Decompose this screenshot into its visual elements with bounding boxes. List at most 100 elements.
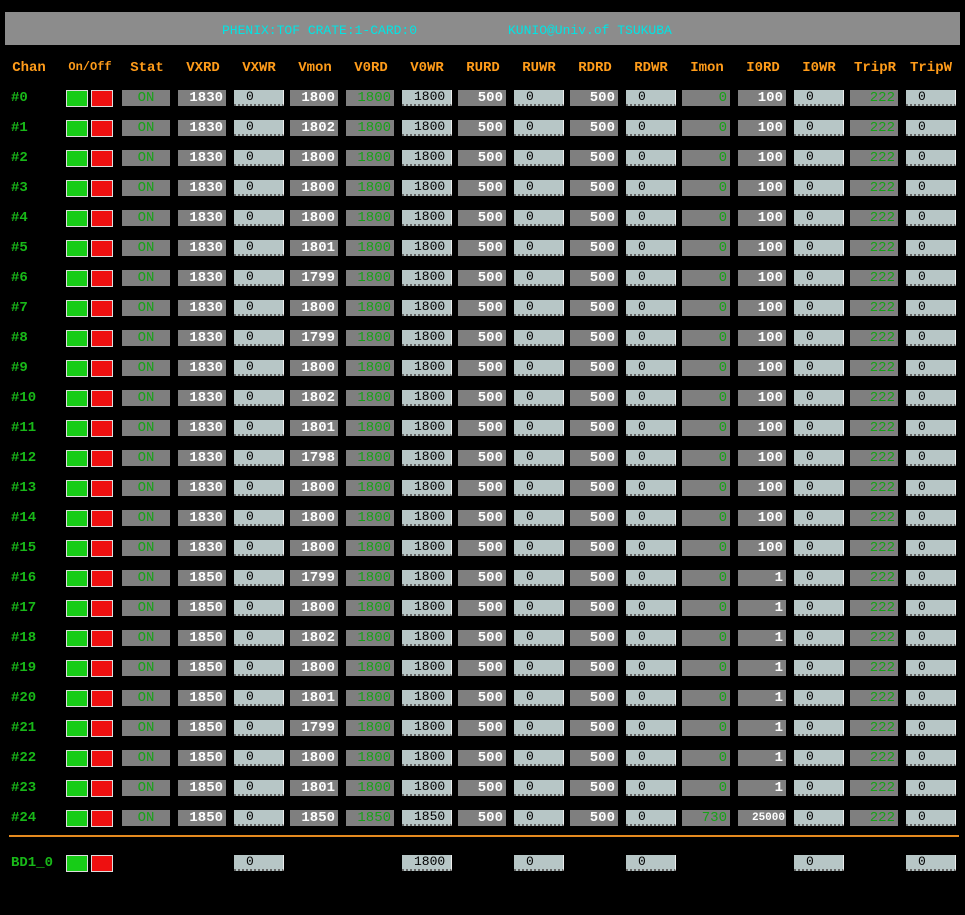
setpoint-field[interactable]: 1800: [402, 600, 452, 616]
setpoint-field[interactable]: 1800: [402, 780, 452, 796]
channel-off-button[interactable]: [91, 720, 113, 737]
setpoint-field[interactable]: 0: [906, 420, 956, 436]
channel-on-button[interactable]: [66, 90, 88, 107]
setpoint-field[interactable]: 0: [234, 600, 284, 616]
setpoint-field[interactable]: 0: [234, 660, 284, 676]
setpoint-field[interactable]: 0: [234, 390, 284, 406]
setpoint-field[interactable]: 0: [794, 600, 844, 616]
setpoint-field[interactable]: 0: [234, 480, 284, 496]
setpoint-field[interactable]: 0: [514, 210, 564, 226]
setpoint-field[interactable]: 1800: [402, 690, 452, 706]
setpoint-field[interactable]: 0: [626, 330, 676, 346]
setpoint-field[interactable]: 0: [794, 540, 844, 556]
setpoint-field[interactable]: 0: [514, 750, 564, 766]
setpoint-field[interactable]: 0: [626, 690, 676, 706]
channel-on-button[interactable]: [66, 210, 88, 227]
setpoint-field[interactable]: 0: [906, 180, 956, 196]
setpoint-field[interactable]: 0: [794, 720, 844, 736]
channel-on-button[interactable]: [66, 630, 88, 647]
setpoint-field[interactable]: 0: [794, 570, 844, 586]
setpoint-field[interactable]: 0: [794, 750, 844, 766]
setpoint-field[interactable]: 0: [234, 450, 284, 466]
setpoint-field[interactable]: 0: [906, 690, 956, 706]
channel-on-button[interactable]: [66, 450, 88, 467]
setpoint-field[interactable]: 0: [234, 360, 284, 376]
channel-off-button[interactable]: [91, 90, 113, 107]
board-setpoint-field[interactable]: 1800: [402, 855, 452, 871]
setpoint-field[interactable]: 0: [906, 150, 956, 166]
setpoint-field[interactable]: 1800: [402, 480, 452, 496]
channel-off-button[interactable]: [91, 570, 113, 587]
setpoint-field[interactable]: 1800: [402, 750, 452, 766]
setpoint-field[interactable]: 0: [626, 810, 676, 826]
channel-off-button[interactable]: [91, 660, 113, 677]
setpoint-field[interactable]: 1800: [402, 90, 452, 106]
channel-off-button[interactable]: [91, 300, 113, 317]
setpoint-field[interactable]: 0: [514, 360, 564, 376]
setpoint-field[interactable]: 1800: [402, 120, 452, 136]
setpoint-field[interactable]: 0: [626, 720, 676, 736]
setpoint-field[interactable]: 1800: [402, 300, 452, 316]
setpoint-field[interactable]: 1800: [402, 150, 452, 166]
setpoint-field[interactable]: 0: [906, 750, 956, 766]
channel-on-button[interactable]: [66, 180, 88, 197]
setpoint-field[interactable]: 0: [626, 270, 676, 286]
channel-on-button[interactable]: [66, 420, 88, 437]
setpoint-field[interactable]: 0: [234, 210, 284, 226]
setpoint-field[interactable]: 0: [234, 750, 284, 766]
channel-off-button[interactable]: [91, 150, 113, 167]
setpoint-field[interactable]: 1800: [402, 270, 452, 286]
channel-off-button[interactable]: [91, 510, 113, 527]
setpoint-field[interactable]: 0: [626, 780, 676, 796]
channel-on-button[interactable]: [66, 600, 88, 617]
channel-on-button[interactable]: [66, 480, 88, 497]
board-setpoint-field[interactable]: 0: [514, 855, 564, 871]
setpoint-field[interactable]: 0: [234, 330, 284, 346]
channel-off-button[interactable]: [91, 480, 113, 497]
setpoint-field[interactable]: 0: [514, 300, 564, 316]
setpoint-field[interactable]: 0: [514, 810, 564, 826]
channel-on-button[interactable]: [66, 690, 88, 707]
channel-off-button[interactable]: [91, 780, 113, 797]
setpoint-field[interactable]: 0: [906, 120, 956, 136]
setpoint-field[interactable]: 0: [794, 330, 844, 346]
setpoint-field[interactable]: 0: [234, 90, 284, 106]
setpoint-field[interactable]: 0: [514, 150, 564, 166]
setpoint-field[interactable]: 0: [794, 90, 844, 106]
setpoint-field[interactable]: 0: [906, 270, 956, 286]
channel-off-button[interactable]: [91, 390, 113, 407]
setpoint-field[interactable]: 0: [514, 330, 564, 346]
channel-on-button[interactable]: [66, 660, 88, 677]
channel-on-button[interactable]: [66, 750, 88, 767]
setpoint-field[interactable]: 0: [906, 780, 956, 796]
setpoint-field[interactable]: 0: [794, 480, 844, 496]
board-setpoint-field[interactable]: 0: [794, 855, 844, 871]
setpoint-field[interactable]: 1850: [402, 810, 452, 826]
setpoint-field[interactable]: 0: [234, 180, 284, 196]
setpoint-field[interactable]: 0: [794, 420, 844, 436]
setpoint-field[interactable]: 0: [794, 120, 844, 136]
setpoint-field[interactable]: 0: [906, 540, 956, 556]
setpoint-field[interactable]: 0: [906, 720, 956, 736]
setpoint-field[interactable]: 0: [906, 660, 956, 676]
setpoint-field[interactable]: 0: [906, 330, 956, 346]
setpoint-field[interactable]: 0: [794, 360, 844, 376]
board-on-button[interactable]: [66, 855, 88, 872]
setpoint-field[interactable]: 0: [514, 690, 564, 706]
setpoint-field[interactable]: 1800: [402, 570, 452, 586]
setpoint-field[interactable]: 0: [906, 300, 956, 316]
setpoint-field[interactable]: 0: [794, 780, 844, 796]
channel-on-button[interactable]: [66, 330, 88, 347]
setpoint-field[interactable]: 0: [514, 90, 564, 106]
setpoint-field[interactable]: 1800: [402, 540, 452, 556]
setpoint-field[interactable]: 0: [234, 150, 284, 166]
setpoint-field[interactable]: 0: [514, 420, 564, 436]
setpoint-field[interactable]: 1800: [402, 660, 452, 676]
channel-off-button[interactable]: [91, 690, 113, 707]
channel-off-button[interactable]: [91, 180, 113, 197]
channel-off-button[interactable]: [91, 630, 113, 647]
setpoint-field[interactable]: 0: [514, 600, 564, 616]
setpoint-field[interactable]: 0: [626, 90, 676, 106]
channel-on-button[interactable]: [66, 720, 88, 737]
setpoint-field[interactable]: 0: [906, 600, 956, 616]
